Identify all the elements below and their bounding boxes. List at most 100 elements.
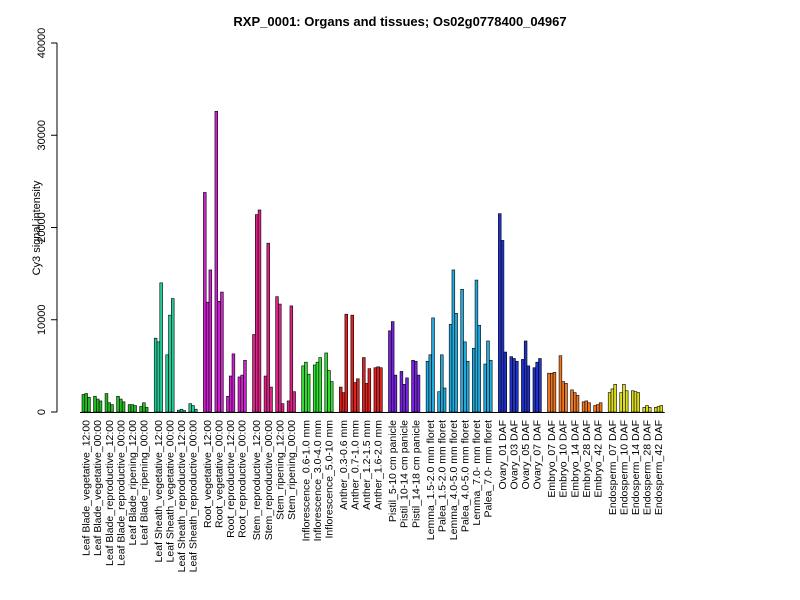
bar bbox=[547, 372, 551, 413]
bar bbox=[214, 110, 219, 413]
bar bbox=[188, 403, 192, 413]
bar bbox=[324, 352, 328, 413]
bar bbox=[654, 407, 658, 413]
bar bbox=[645, 405, 649, 413]
bar bbox=[425, 360, 430, 413]
x-tick-label: Lemma_1.5-2.0 mm floret bbox=[425, 420, 437, 540]
x-tick-label: Ovary_07 DAF bbox=[532, 420, 544, 489]
bar bbox=[275, 296, 279, 413]
bar bbox=[587, 402, 591, 413]
x-tick-label: Ovary_05 DAF bbox=[520, 420, 532, 489]
bar bbox=[104, 393, 109, 413]
bar bbox=[286, 400, 291, 413]
bar bbox=[121, 401, 126, 413]
bar bbox=[364, 383, 369, 413]
y-tick-label: 0 bbox=[36, 409, 48, 415]
x-tick-label: Palea_1.5-2.0 mm floret bbox=[436, 420, 448, 532]
x-tick-label: Lemma_4.0-5.0 mm floret bbox=[448, 420, 460, 540]
bar bbox=[411, 360, 415, 413]
bar bbox=[168, 314, 172, 413]
x-tick-label: Palea_4.0-5.0 mm floret bbox=[459, 420, 471, 532]
x-tick-label: Embryo_10 DAF bbox=[558, 420, 570, 498]
bar bbox=[133, 405, 137, 413]
x-tick-label: Embryo_42 DAF bbox=[592, 420, 604, 498]
bar bbox=[139, 406, 143, 413]
bar bbox=[428, 354, 432, 413]
x-tick-label: Leaf Blade_ripening_00:00 bbox=[138, 420, 150, 546]
bar bbox=[130, 404, 135, 413]
bar bbox=[596, 404, 600, 413]
bar bbox=[93, 396, 97, 413]
bar bbox=[431, 317, 435, 413]
bar bbox=[523, 340, 528, 413]
bar bbox=[561, 381, 565, 413]
bar bbox=[610, 388, 615, 413]
x-tick-label: Anther_1.2-1.5 mm bbox=[361, 420, 373, 510]
x-tick-label: Leaf Sheath_reproductive_12:00 bbox=[176, 420, 188, 573]
x-tick-label: Stem_reproductive_00:00 bbox=[263, 420, 275, 540]
bar bbox=[483, 363, 487, 413]
bar bbox=[107, 402, 111, 413]
bar bbox=[353, 382, 357, 413]
bar bbox=[437, 391, 441, 413]
bar bbox=[231, 353, 236, 413]
bar bbox=[477, 324, 481, 413]
bar bbox=[630, 390, 635, 413]
bar bbox=[127, 404, 132, 413]
bar bbox=[373, 367, 378, 413]
x-tick-label: Inflorescence_0.6-1.0 mm bbox=[300, 420, 312, 542]
x-tick-label: Pistil_5-10 cm panicle bbox=[387, 420, 399, 522]
bar bbox=[119, 398, 123, 413]
bar bbox=[96, 398, 100, 413]
x-tick-label: Stem_reproductive_12:00 bbox=[251, 420, 263, 540]
x-tick-label: Ovary_01 DAF bbox=[497, 420, 509, 489]
bar bbox=[182, 410, 186, 413]
bar bbox=[292, 391, 296, 413]
bar bbox=[191, 405, 195, 413]
bar bbox=[367, 368, 372, 413]
bar bbox=[642, 407, 646, 413]
bar bbox=[613, 384, 617, 413]
bar bbox=[498, 213, 502, 413]
bar bbox=[474, 279, 479, 413]
x-tick-label: Root_vegetative_12:00 bbox=[202, 420, 214, 528]
y-tick-label: 20000 bbox=[36, 212, 48, 243]
bar bbox=[315, 361, 320, 413]
bar bbox=[379, 367, 383, 413]
y-tick-label: 10000 bbox=[36, 304, 48, 335]
bar bbox=[515, 360, 519, 413]
bar bbox=[84, 393, 88, 413]
bar bbox=[289, 305, 294, 413]
bar bbox=[489, 360, 493, 413]
bar bbox=[144, 407, 149, 413]
x-tick-label: Leaf Sheath_reproductive_00:00 bbox=[188, 420, 200, 573]
x-axis-labels: Leaf Blade_vegetative_12:00 Leaf Blade_ve… bbox=[81, 420, 665, 573]
bar bbox=[463, 341, 467, 413]
x-tick-label: Embryo_28 DAF bbox=[581, 420, 593, 498]
bar bbox=[142, 402, 146, 413]
x-tick-label: Leaf Sheath_vegetative_00:00 bbox=[164, 420, 176, 563]
bar bbox=[228, 375, 233, 413]
bar bbox=[619, 392, 623, 413]
bar bbox=[194, 408, 198, 413]
bar bbox=[564, 383, 568, 413]
bar bbox=[593, 405, 597, 413]
bar bbox=[362, 357, 366, 413]
x-tick-label: Anther_0.7-1.0 mm bbox=[350, 420, 362, 510]
bar bbox=[416, 374, 421, 413]
bar bbox=[240, 374, 244, 413]
bar bbox=[460, 289, 464, 413]
bar bbox=[165, 354, 169, 413]
bar bbox=[402, 384, 406, 413]
bar bbox=[252, 334, 256, 413]
bar bbox=[266, 242, 270, 413]
bar bbox=[552, 372, 557, 413]
bar bbox=[280, 403, 285, 413]
bars bbox=[80, 110, 665, 413]
bar bbox=[301, 365, 305, 413]
y-tick-label: 30000 bbox=[36, 120, 48, 151]
bar bbox=[263, 375, 268, 413]
bar bbox=[269, 386, 273, 413]
bar bbox=[521, 359, 525, 413]
